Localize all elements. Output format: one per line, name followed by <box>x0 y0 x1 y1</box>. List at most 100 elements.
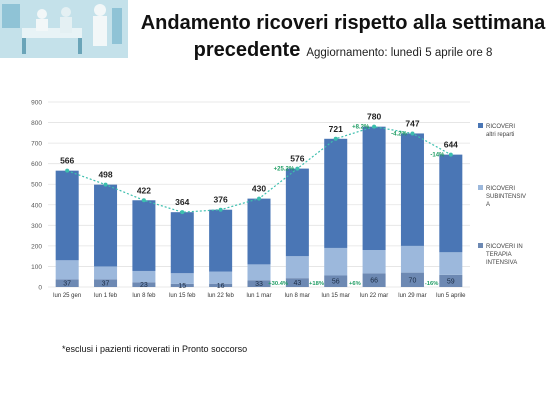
bar-segment <box>400 133 424 246</box>
bar-segment <box>132 270 156 283</box>
total-value-label: 364 <box>175 197 189 207</box>
bar-segment <box>94 184 118 267</box>
bar-segment <box>285 278 309 287</box>
trend-point <box>295 166 300 171</box>
total-value-label: 780 <box>367 112 381 122</box>
total-change-label: -4.2% <box>391 131 407 137</box>
total-value-label: 376 <box>214 195 228 205</box>
update-text: Aggiornamento: lunedì 5 aprile ore 8 <box>306 47 493 59</box>
x-tick-label: lun 5 aprile <box>436 293 466 299</box>
total-change-label: -14% <box>430 153 445 159</box>
y-tick-label: 200 <box>31 243 42 250</box>
x-tick-label: lun 22 feb <box>207 293 234 299</box>
bar-segment <box>132 282 156 287</box>
legend-label: A <box>486 202 490 208</box>
bar-segment <box>94 266 118 280</box>
y-tick-label: 900 <box>31 100 42 107</box>
page-title: Andamento ricoveri rispetto alla settima… <box>132 12 554 62</box>
trend-point <box>141 198 146 203</box>
ti-value-label: 70 <box>409 277 417 284</box>
title-line-2: precedente <box>193 39 301 61</box>
trend-point <box>103 182 108 187</box>
bar-segment <box>362 250 386 274</box>
title-line-2-container: precedente Aggiornamento: lunedì 5 aprile… <box>132 39 554 62</box>
legend-label: SUBINTENSIV <box>486 194 526 200</box>
trend-point <box>65 168 70 173</box>
bar-segment <box>400 272 424 287</box>
footnote: *esclusi i pazienti ricoverati in Pronto… <box>62 344 248 354</box>
bar-segment <box>400 245 424 273</box>
bar-segment <box>247 280 271 287</box>
ti-value-label: 59 <box>447 278 455 285</box>
ti-value-label: 56 <box>332 279 340 286</box>
y-tick-label: 800 <box>31 120 42 127</box>
total-value-label: 721 <box>329 124 343 134</box>
x-tick-label: lun 15 mar <box>322 293 350 299</box>
y-tick-label: 300 <box>31 223 42 230</box>
trend-point <box>257 196 261 201</box>
bar-segment <box>439 252 463 275</box>
bar-segment <box>324 275 348 287</box>
ti-value-label: 37 <box>102 281 110 288</box>
ti-change-label: +6% <box>349 281 361 287</box>
y-tick-label: 600 <box>31 161 42 168</box>
trend-point <box>180 210 185 215</box>
y-tick-label: 100 <box>31 264 42 271</box>
x-tick-label: lun 8 feb <box>132 293 156 299</box>
trend-point <box>448 152 453 157</box>
bar-segment <box>55 279 79 287</box>
y-tick-label: 700 <box>31 141 42 148</box>
trend-point <box>218 207 223 212</box>
trend-point <box>333 136 338 141</box>
legend-swatch <box>478 243 483 248</box>
legend-swatch <box>478 185 483 190</box>
ti-value-label: 43 <box>293 280 301 287</box>
legend-label: altri reparti <box>486 132 514 138</box>
bar-segment <box>285 168 309 257</box>
legend-swatch <box>478 123 483 128</box>
total-value-label: 422 <box>137 185 151 195</box>
ti-change-label: +18% <box>309 281 324 287</box>
ti-value-label: 15 <box>178 283 186 290</box>
ti-change-label: +30.4% <box>268 281 288 287</box>
bar-segment <box>55 260 79 280</box>
bar-segment <box>209 209 233 272</box>
bar-segment <box>94 279 118 287</box>
bar-segment <box>285 256 309 279</box>
total-value-label: 644 <box>444 140 458 150</box>
legend-label: RICOVERI <box>486 186 515 192</box>
bar-segment <box>439 154 463 253</box>
bar-segment <box>439 274 463 287</box>
title-line-1: Andamento ricoveri rispetto alla settima… <box>140 12 546 34</box>
x-tick-label: lun 15 feb <box>169 293 196 299</box>
x-tick-label: lun 8 mar <box>285 293 310 299</box>
ti-value-label: 37 <box>63 281 71 288</box>
total-value-label: 566 <box>60 156 74 166</box>
total-change-label: +8.2% <box>352 125 370 131</box>
total-value-label: 498 <box>98 170 112 180</box>
bar-segment <box>170 283 194 287</box>
bar-segment <box>362 273 386 287</box>
y-tick-label: 500 <box>31 182 42 189</box>
trend-point <box>410 131 415 136</box>
legend-label: INTENSIVA <box>486 260 517 266</box>
bar-segment <box>209 271 233 284</box>
ti-value-label: 16 <box>217 283 225 290</box>
bar-segment <box>247 198 271 265</box>
x-tick-label: lun 25 gen <box>53 293 81 299</box>
legend-label: TERAPIA <box>486 252 512 258</box>
x-tick-label: lun 22 mar <box>360 293 388 299</box>
bar-segment <box>132 200 156 271</box>
bar-segment <box>324 138 348 248</box>
bar-segment <box>247 264 271 281</box>
ti-change-label: -16% <box>425 281 439 287</box>
y-tick-label: 400 <box>31 202 42 209</box>
legend-label: RICOVERI <box>486 124 515 130</box>
bar-segment <box>170 212 194 274</box>
x-tick-label: lun 29 mar <box>398 293 426 299</box>
bar-segment <box>362 126 386 250</box>
total-change-label: +25.2% <box>274 167 295 173</box>
y-tick-label: 0 <box>38 285 42 292</box>
bar-segment <box>55 170 79 261</box>
bar-segment <box>170 273 194 284</box>
